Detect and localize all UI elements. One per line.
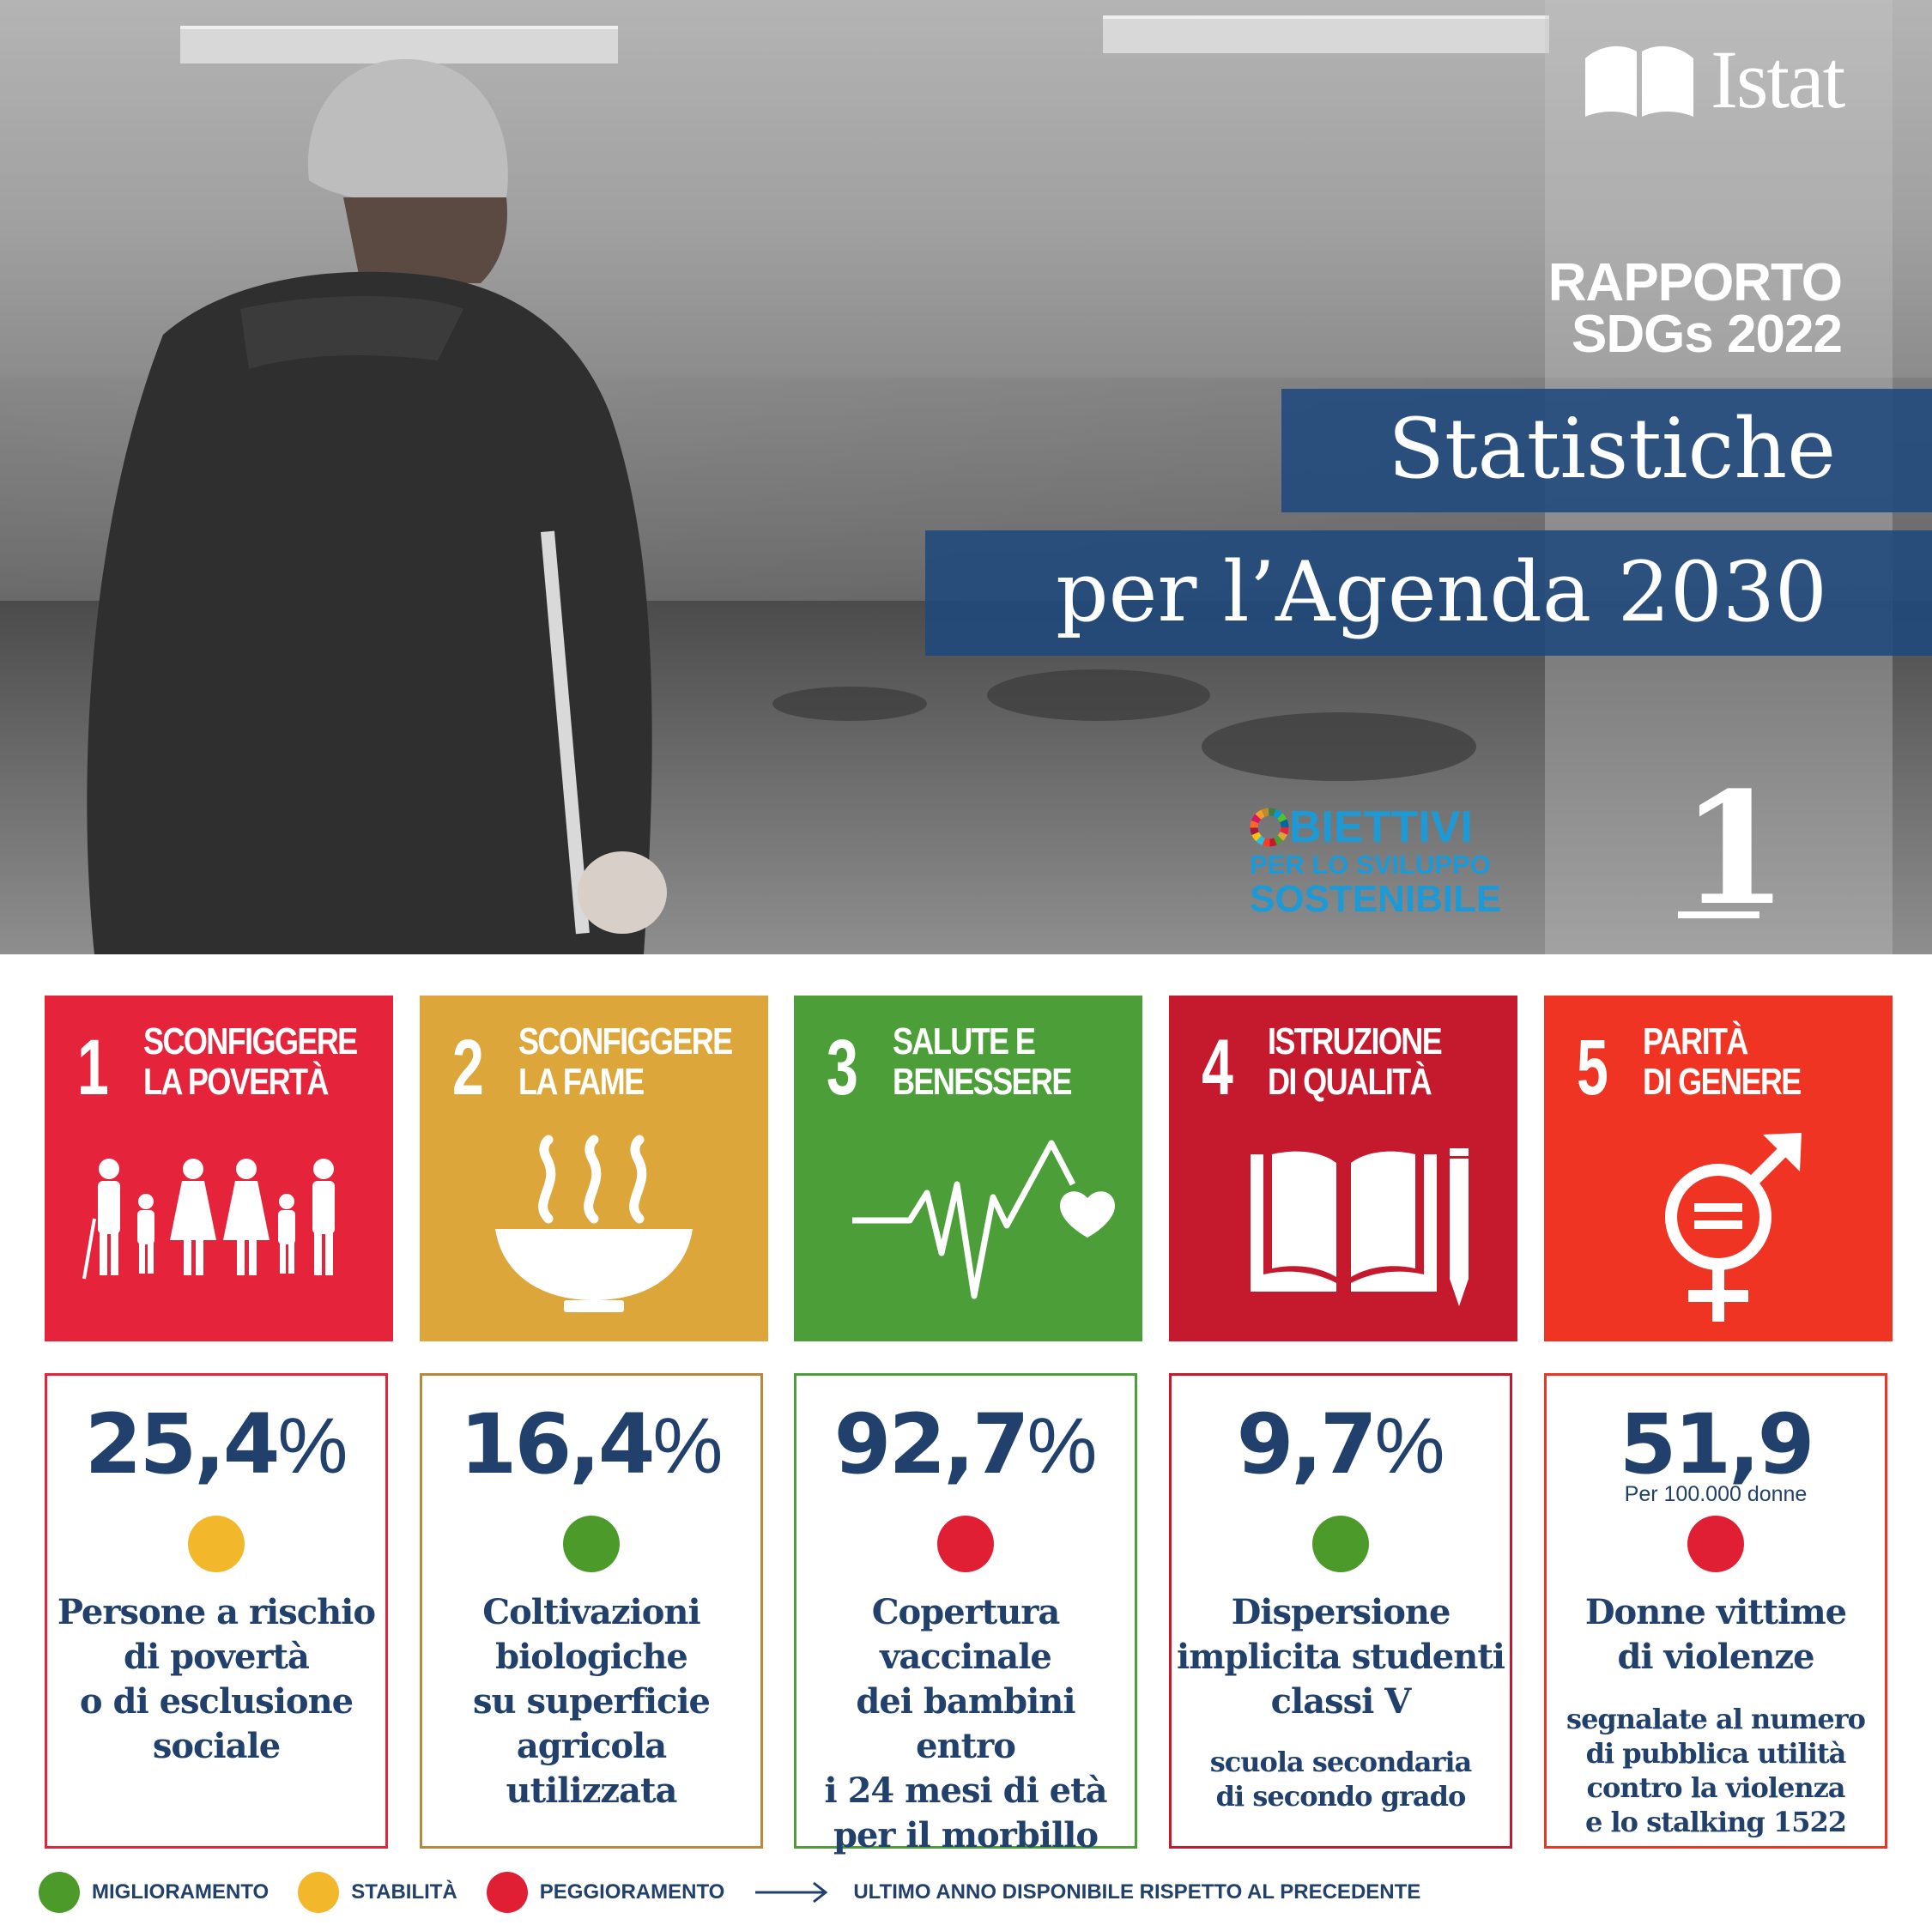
stat-card-5: 51,9 Per 100.000 donne Donne vittime di v… xyxy=(1544,1373,1887,1849)
stat-value: 16,4% xyxy=(459,1396,724,1492)
istat-wordmark: Istat xyxy=(1711,33,1845,125)
sdg-tile-5: 5 PARITÀ DI GENERE xyxy=(1544,996,1893,1341)
tile-number: 4 xyxy=(1202,1024,1233,1111)
main-title-line1: Statistiche xyxy=(1388,401,1836,497)
stat-description: Dispersione implicita studenti classi V xyxy=(1177,1592,1505,1722)
tile-number: 1 xyxy=(77,1024,109,1111)
stat-value: 51,9 xyxy=(1619,1396,1815,1492)
legend-note: ULTIMO ANNO DISPONIBILE RISPETTO AL PREC… xyxy=(853,1880,1421,1904)
tile-label: PARITÀ DI GENERE xyxy=(1643,1020,1802,1103)
stat-value: 25,4% xyxy=(84,1396,348,1492)
report-year: SDGs 2022 xyxy=(1572,305,1843,364)
tile-number: 2 xyxy=(452,1024,484,1111)
stat-description: Coltivazioni biologiche su superficie agric… xyxy=(472,1592,711,1811)
sdg-tile-4: 4 ISTRUZIONE DI QUALITÀ xyxy=(1169,996,1517,1341)
trend-dot-improvement xyxy=(563,1516,620,1572)
stat-card-4: 9,7% Dispersione implicita studenti classi… xyxy=(1169,1373,1512,1849)
sdg-tile-2: 2 SCONFIGGERE LA FAME xyxy=(420,996,768,1341)
trend-dot-worsening xyxy=(937,1516,994,1572)
legend-item-stability: STABILITÀ xyxy=(298,1872,457,1913)
report-label: RAPPORTO SDGs 2022 xyxy=(1547,253,1843,364)
stat-unit: Per 100.000 donne xyxy=(1624,1482,1808,1506)
sdg-logo: BIETTIVI PER LO SVILUPPO SOSTENIBILE xyxy=(1250,805,1501,918)
goal-number-underline xyxy=(1678,911,1759,918)
stat-value: 92,7% xyxy=(833,1396,1098,1492)
sdg-wheel-icon xyxy=(1250,808,1289,847)
sdg-logo-line2: PER LO SVILUPPO xyxy=(1250,850,1491,880)
title-band xyxy=(925,530,1932,656)
tile-label: SALUTE E BENESSERE xyxy=(893,1020,1072,1103)
legend-item-worsening: PEGGIORAMENTO xyxy=(486,1872,724,1913)
tile-number: 3 xyxy=(827,1024,858,1111)
title-band xyxy=(1281,389,1932,512)
tile-number: 5 xyxy=(1577,1024,1608,1111)
sdg-logo-line1: BIETTIVI xyxy=(1289,802,1473,852)
arrow-right-icon xyxy=(755,1881,828,1904)
stat-subdescription: segnalate al numero di pubblica utilità co… xyxy=(1566,1703,1866,1838)
report-line: RAPPORTO xyxy=(1547,253,1843,312)
stat-card-2: 16,4% Coltivazioni biologiche su superfici… xyxy=(420,1373,763,1849)
stat-value: 9,7% xyxy=(1236,1396,1445,1492)
legend-dot-worsening xyxy=(486,1872,528,1913)
window-sill xyxy=(1103,15,1549,53)
istat-logo: Istat xyxy=(1584,33,1845,125)
trend-dot-stability xyxy=(188,1516,245,1572)
istat-book-icon xyxy=(1585,45,1693,117)
legend-dot-stability xyxy=(298,1872,340,1913)
bowl-icon xyxy=(495,1135,693,1312)
sdg-logo-line3: SOSTENIBILE xyxy=(1250,878,1502,920)
hero-photo: Istat RAPPORTO SDGs 2022 Statistiche per… xyxy=(0,0,1932,954)
trend-dot-improvement xyxy=(1312,1516,1369,1572)
family-icon xyxy=(82,1159,335,1280)
legend: MIGLIORAMENTO STABILITÀ PEGGIORAMENTO UL… xyxy=(39,1871,1420,1914)
legend-item-improvement: MIGLIORAMENTO xyxy=(39,1872,269,1913)
book-pencil-icon xyxy=(1251,1148,1469,1306)
tile-label: ISTRUZIONE DI QUALITÀ xyxy=(1268,1020,1443,1103)
stat-subdescription: scuola secondaria di secondo grado xyxy=(1209,1746,1472,1813)
window-sill xyxy=(180,26,618,64)
stat-card-3: 92,7% Copertura vaccinale dei bambini entr… xyxy=(794,1373,1137,1855)
stat-description: Donne vittime di violenze xyxy=(1584,1592,1847,1677)
heartbeat-icon xyxy=(852,1140,1115,1299)
goal-number: 1 xyxy=(1681,759,1789,940)
stat-description: Copertura vaccinale dei bambini entro i 24 … xyxy=(824,1592,1107,1855)
sdg-tile-3: 3 SALUTE E BENESSERE xyxy=(794,996,1142,1341)
tile-label: SCONFIGGERE LA FAME xyxy=(518,1020,733,1103)
legend-dot-improvement xyxy=(39,1872,80,1913)
main-title-line2: per l’Agenda 2030 xyxy=(1056,544,1827,640)
tile-label: SCONFIGGERE LA POVERTÀ xyxy=(143,1020,358,1103)
man-silhouette xyxy=(87,58,667,954)
stat-card-1: 25,4% Persone a rischio di povertà o di es… xyxy=(45,1373,388,1849)
gender-equality-icon xyxy=(1665,1133,1802,1322)
trend-dot-worsening xyxy=(1687,1516,1744,1572)
sdg-tile-1: 1 SCONFIGGERE LA POVERTÀ xyxy=(45,996,393,1341)
stat-description: Persone a rischio di povertà o di esclusio… xyxy=(57,1592,376,1766)
